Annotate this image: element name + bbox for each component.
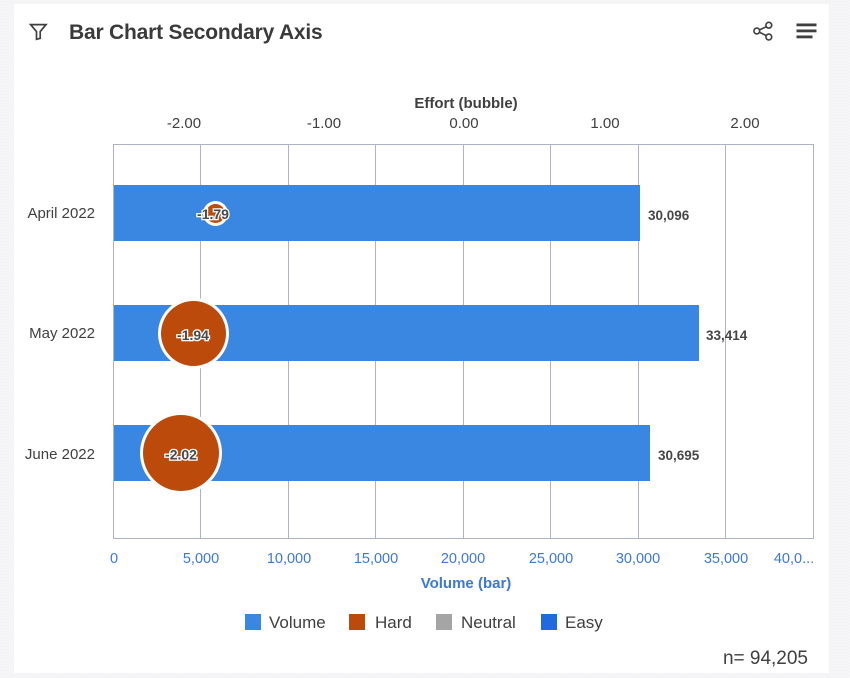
- svg-text:-2.02: -2.02: [165, 447, 197, 463]
- svg-text:-1.94: -1.94: [177, 327, 209, 343]
- svg-text:-1.79: -1.79: [197, 206, 229, 222]
